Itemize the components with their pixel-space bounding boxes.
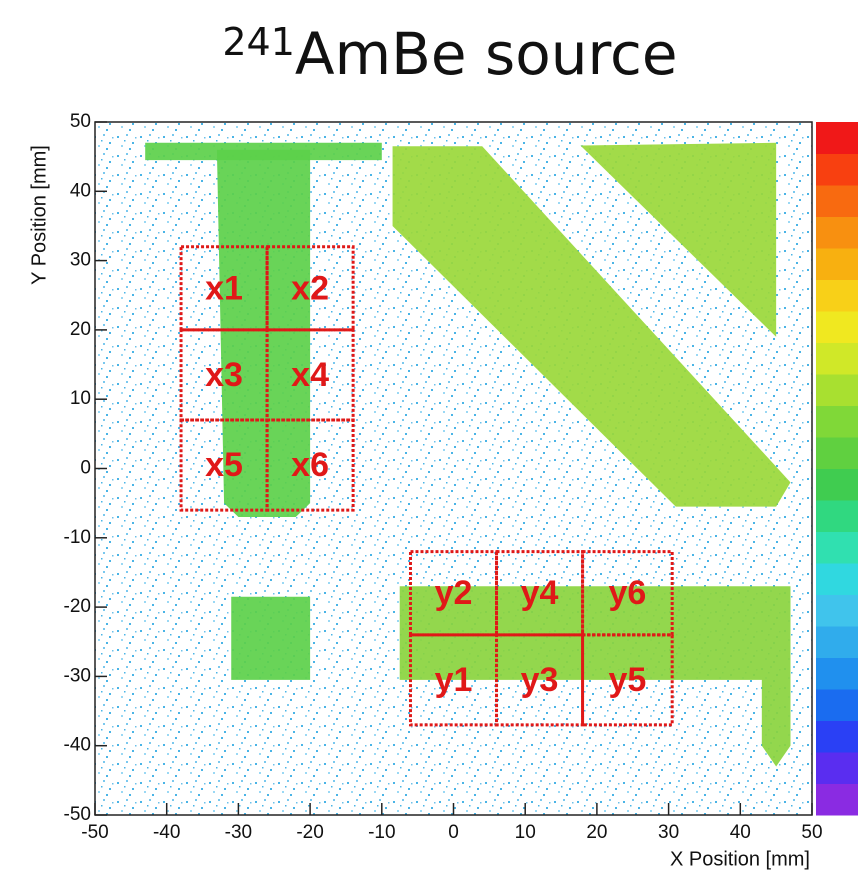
y-tick-label: -10 <box>64 527 91 548</box>
x-tick-label: 30 <box>658 822 679 843</box>
y-tick-label: -30 <box>64 665 91 686</box>
x-axis-label: X Position [mm] <box>670 848 810 870</box>
colorbar-segment <box>816 658 858 690</box>
y-tick-label: 50 <box>70 111 91 132</box>
roi-label: y6 <box>608 574 646 612</box>
y-axis-label: Y Position [mm] <box>28 145 50 285</box>
colorbar-segment <box>816 532 858 564</box>
colorbar-segment <box>816 595 858 627</box>
colorbar-segment <box>816 469 858 501</box>
colorbar-segment <box>816 752 858 784</box>
roi-label: y3 <box>521 661 559 699</box>
colorbar-segment <box>816 500 858 532</box>
title-text: AmBe source <box>295 20 678 88</box>
colorbar-segment <box>816 311 858 343</box>
colorbar-segment <box>816 784 858 816</box>
x-tick-label: 50 <box>801 822 822 843</box>
density-region <box>231 597 310 680</box>
title-superscript: 241 <box>222 20 295 64</box>
colorbar-segment <box>816 154 858 186</box>
y-tick-label: 10 <box>70 388 91 409</box>
roi-label: x4 <box>291 356 329 394</box>
roi-label: x3 <box>205 356 243 394</box>
colorbar-segment <box>816 280 858 312</box>
density-region <box>145 143 382 160</box>
colorbar-segment <box>816 563 858 595</box>
y-tick-label: -20 <box>64 596 91 617</box>
x-tick-label: -10 <box>368 822 395 843</box>
colorbar-segment <box>816 437 858 469</box>
roi-label: x2 <box>291 269 329 307</box>
x-tick-label: 0 <box>448 822 459 843</box>
roi-label: x5 <box>205 446 243 484</box>
roi-label: y1 <box>435 661 473 699</box>
y-tick-label: 0 <box>80 458 91 479</box>
chart-title: 241AmBe source <box>222 20 677 89</box>
chart: 241AmBe source Y Position [mm] X Positio… <box>0 0 860 875</box>
roi-label: y4 <box>521 574 559 612</box>
y-tick-label: -50 <box>64 804 91 825</box>
x-tick-label: -20 <box>296 822 323 843</box>
roi-label: x1 <box>205 269 243 307</box>
x-tick-label: -40 <box>153 822 180 843</box>
colorbar-segment <box>816 626 858 658</box>
y-tick-label: 20 <box>70 319 91 340</box>
colorbar-segment <box>816 374 858 406</box>
x-tick-label: -50 <box>81 822 108 843</box>
colorbar-segment <box>816 406 858 438</box>
roi-label: y2 <box>435 574 473 612</box>
y-tick-label: 30 <box>70 250 91 271</box>
x-tick-label: -30 <box>225 822 252 843</box>
colorbar-segment <box>816 248 858 280</box>
colorbar-segment <box>816 122 858 154</box>
x-tick-label: 40 <box>730 822 751 843</box>
roi-label: x6 <box>291 446 329 484</box>
colorbar-segment <box>816 689 858 721</box>
y-tick-label: -40 <box>64 735 91 756</box>
colorbar-segment <box>816 217 858 249</box>
roi-label: y5 <box>608 661 646 699</box>
y-tick-label: 40 <box>70 180 91 201</box>
colorbar-segment <box>816 185 858 217</box>
x-tick-label: 20 <box>586 822 607 843</box>
colorbar-segment <box>816 721 858 753</box>
x-tick-label: 10 <box>515 822 536 843</box>
colorbar-segment <box>816 343 858 375</box>
